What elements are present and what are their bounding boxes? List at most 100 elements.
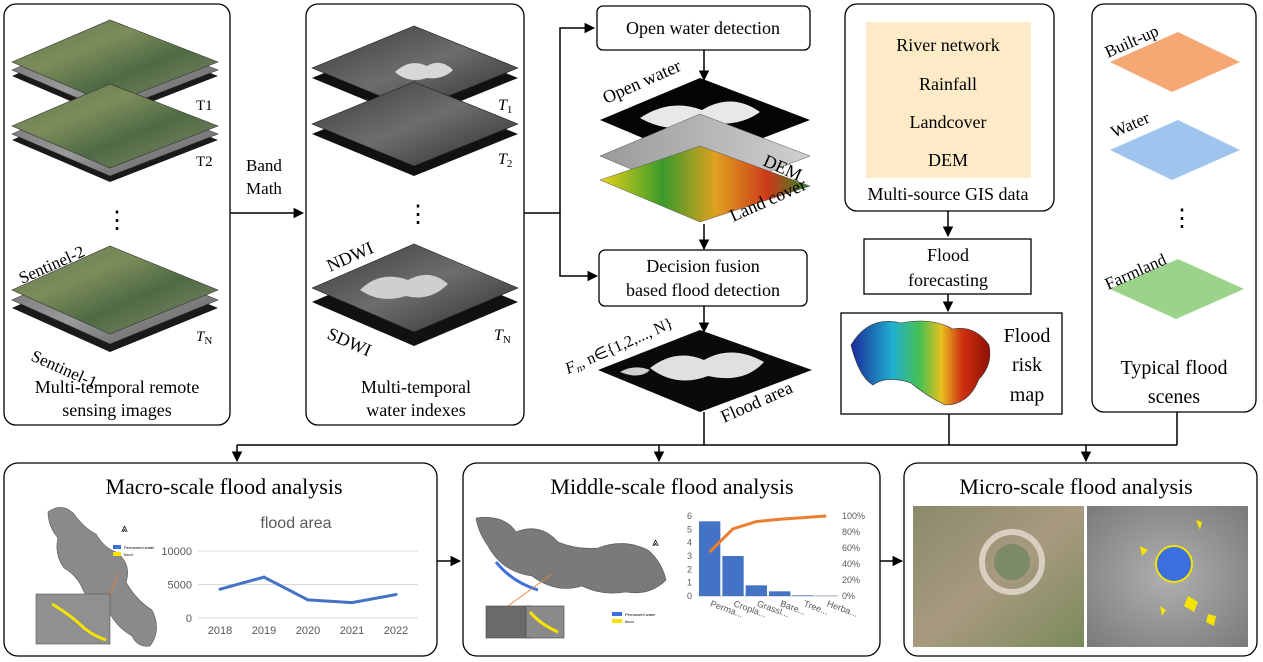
chart2-ytick-label: 6 <box>687 511 692 521</box>
middle-flood-trace <box>528 611 559 634</box>
vertical-ellipsis: ⋮ <box>406 202 430 228</box>
panel1-caption-line1: Multi-temporal remote <box>35 377 199 397</box>
band-math-line1: Band <box>246 156 282 175</box>
flood-risk-line2: risk <box>1012 354 1042 376</box>
north-arrow-icon: ⩓ <box>652 535 659 549</box>
vertical-ellipsis: ⋮ <box>105 208 129 234</box>
decision-fusion-box <box>598 249 808 307</box>
flood-risk-map <box>850 320 991 406</box>
middle-panel <box>462 462 881 657</box>
t2-label: T2 <box>196 154 213 170</box>
t2-index-label: T2 <box>498 151 512 170</box>
decision-fusion-line2: based flood detection <box>626 280 780 300</box>
chart2-bar <box>745 585 767 596</box>
typical-caption-line2: scenes <box>1148 386 1200 408</box>
panel2-caption-line1: Multi-temporal <box>361 377 471 397</box>
decision-fusion-line1: Decision fusion <box>646 256 759 276</box>
chart2-bar <box>722 556 744 596</box>
chart1-data-point <box>262 575 266 579</box>
macro-country-map <box>47 507 157 647</box>
connector-to-open-water <box>524 22 596 214</box>
chart2-ytick-label: 3 <box>687 551 692 561</box>
chart1-data-point <box>350 601 354 605</box>
panel2-caption-line2: water indexes <box>366 400 465 420</box>
chart2-ytick-label: 0 <box>687 591 692 601</box>
landcover-pareto-chart: 01234560%20%40%60%80%100%Perma...Cropla.… <box>687 511 865 620</box>
chart1-ytick-label: 10000 <box>161 546 192 558</box>
chart2-ytick-label: 4 <box>687 538 692 548</box>
gis-data-list <box>866 22 1031 178</box>
chart1-title: flood area <box>260 515 331 532</box>
builtup-scene <box>1110 32 1240 92</box>
water-index-layer-t2 <box>311 81 519 176</box>
farmland-scene <box>1110 259 1244 319</box>
t1-index-label: T1 <box>498 97 512 116</box>
optical-layer-t1 <box>11 19 219 118</box>
chart1-xtick-label: 2018 <box>208 625 232 637</box>
middle-region-map <box>475 517 667 594</box>
middle-inset-left <box>485 605 533 639</box>
flood-area-map <box>598 330 812 412</box>
chart1-xtick-label: 2022 <box>384 625 408 637</box>
chart2-y2tick-label: 80% <box>842 527 860 537</box>
chart1-xtick-label: 2019 <box>252 625 276 637</box>
t1-label: T1 <box>196 98 213 114</box>
tn-label: TN <box>196 329 212 347</box>
chart1-data-point <box>306 598 310 602</box>
chart2-ytick-label: 5 <box>687 524 692 534</box>
open-water-detection-label: Open water detection <box>626 18 780 38</box>
middle-inset-right <box>525 605 565 639</box>
chart1-xtick-label: 2021 <box>340 625 364 637</box>
chart2-y2tick-label: 40% <box>842 559 860 569</box>
middle-legend-flood-label: flood <box>625 619 634 624</box>
chart1-ytick-label: 0 <box>186 613 192 625</box>
chart1-ytick-label: 5000 <box>168 580 192 592</box>
macro-title: Macro-scale flood analysis <box>105 474 342 499</box>
chart2-bar <box>792 595 814 596</box>
north-arrow-icon: ⩓ <box>121 521 128 535</box>
middle-legend-flood-swatch <box>612 619 622 623</box>
gis-item-dem: DEM <box>928 150 968 170</box>
macro-legend-perm-swatch <box>113 545 121 549</box>
typical-caption-line1: Typical flood <box>1121 357 1228 379</box>
micro-ring-center <box>994 544 1030 580</box>
water-scene <box>1110 120 1240 180</box>
chart2-y2tick-label: 100% <box>842 511 865 521</box>
optical-layer-tn <box>11 245 219 352</box>
land-cover-layer <box>599 145 811 223</box>
macro-legend-flood-swatch <box>113 552 121 556</box>
typical-scenes-panel <box>1091 3 1257 413</box>
chart2-y2tick-label: 20% <box>842 575 860 585</box>
flood-risk-line3: map <box>1010 384 1044 406</box>
chart2-bar <box>699 521 721 596</box>
middle-title: Middle-scale flood analysis <box>550 474 793 499</box>
flood-forecasting-line1: Flood <box>927 245 969 265</box>
flood-forecasting-box <box>863 238 1032 295</box>
chart1-data-point <box>218 587 222 591</box>
panel1-caption-line2: sensing images <box>62 400 172 420</box>
gis-item-landcover: Landcover <box>910 112 987 132</box>
middle-legend-perm-label: Permanent water <box>625 612 656 617</box>
flood-risk-line1: Flood <box>1004 325 1051 347</box>
tn-index-label: TN <box>494 327 511 346</box>
water-index-layer-tn <box>311 243 519 346</box>
water-index-layer-t1 <box>311 25 519 120</box>
micro-title: Micro-scale flood analysis <box>959 474 1192 499</box>
chart1-data-point <box>394 593 398 597</box>
micro-optical-image <box>913 506 1084 647</box>
macro-legend-perm-label: Permanent water <box>124 545 155 550</box>
flood-forecasting-line2: forecasting <box>908 270 988 290</box>
chart2-ytick-label: 2 <box>687 564 692 574</box>
chart2-y2tick-label: 0% <box>842 591 855 601</box>
micro-ring-structure <box>979 529 1045 595</box>
optical-layer-t2 <box>11 83 219 182</box>
chart2-bar <box>769 591 791 596</box>
middle-river-trace <box>494 561 539 592</box>
macro-flood-trace <box>51 602 107 642</box>
chart1-xtick-label: 2020 <box>296 625 320 637</box>
band-math-line2: Math <box>246 179 282 198</box>
chart2-cumulative-line <box>708 514 827 554</box>
gis-caption: Multi-source GIS data <box>868 184 1029 204</box>
micro-flood-patches <box>1140 520 1216 626</box>
gis-item-rainfall: Rainfall <box>919 74 977 94</box>
